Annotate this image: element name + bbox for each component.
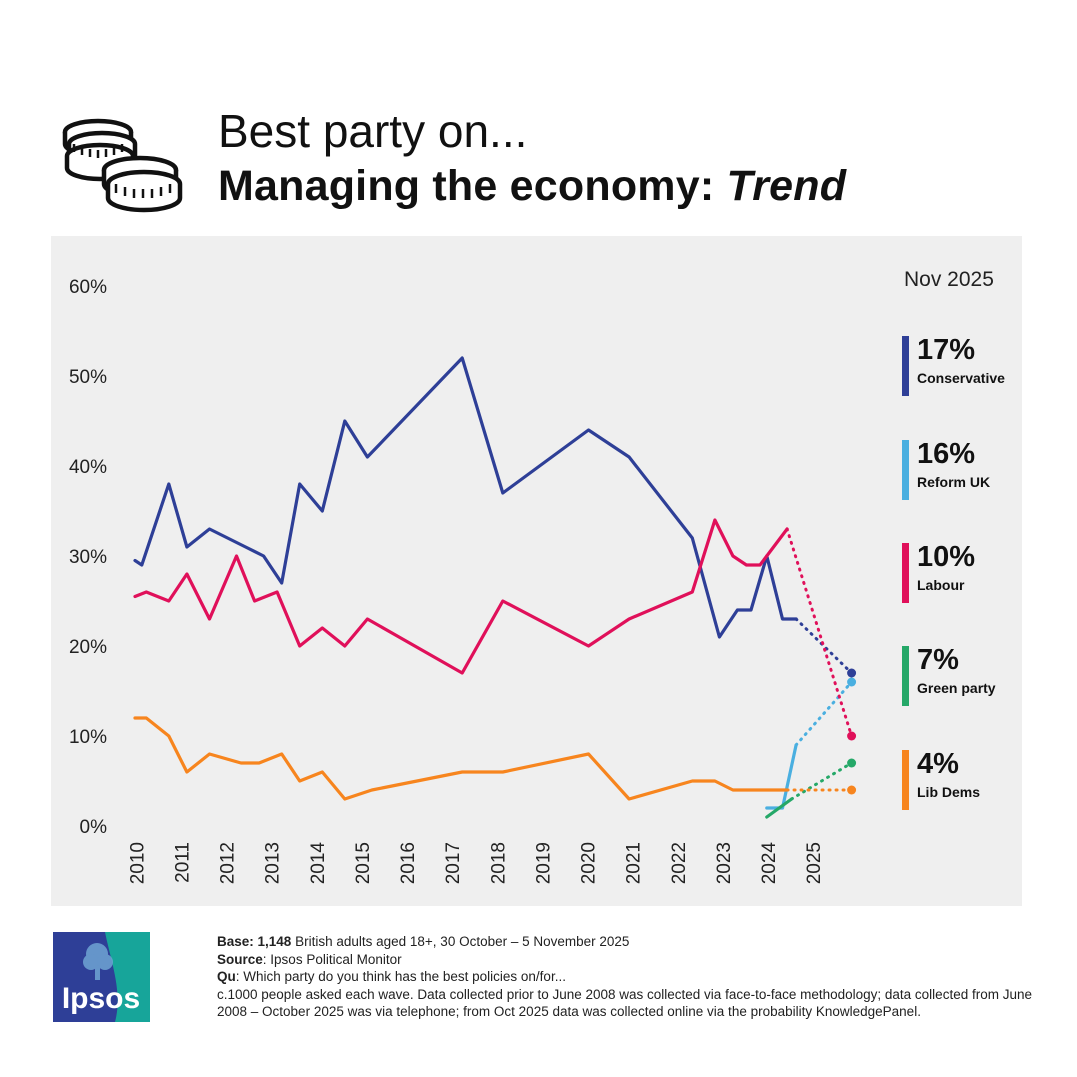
x-tick-label: 2019	[533, 842, 554, 884]
series-line-labour	[133, 518, 789, 675]
y-tick-label: 40%	[69, 457, 107, 478]
series-trend-dotted	[785, 527, 854, 738]
x-tick-group: 2010	[127, 842, 148, 884]
latest-point	[847, 668, 857, 678]
x-tick-label: 2015	[353, 842, 374, 884]
series-trend-dotted	[794, 617, 854, 675]
legend-value: 16%	[917, 438, 976, 470]
legend-value: 17%	[917, 334, 976, 366]
legend-value: 10%	[917, 541, 976, 573]
legend-name: Labour	[917, 577, 965, 593]
series-line-conservative	[133, 356, 798, 639]
series-line-reform-uk	[765, 743, 798, 810]
question-note: Qu: Which party do you think has the bes…	[217, 969, 566, 984]
legend-item: 17% Conservative	[902, 334, 1032, 396]
series-trend-dotted	[790, 761, 854, 801]
x-tick-group: 2019	[533, 842, 554, 884]
legend-color-bar	[902, 336, 909, 396]
x-tick-label: 2016	[398, 842, 419, 884]
legend-name: Lib Dems	[917, 784, 981, 800]
y-tick-label: 60%	[69, 277, 107, 298]
x-tick-label: 2021	[624, 842, 645, 884]
chart-title-emphasis: Trend	[726, 162, 847, 210]
series-line-lib-dems	[133, 716, 789, 801]
x-tick-group: 2023	[714, 842, 735, 884]
y-tick-label: 10%	[69, 727, 107, 748]
latest-point	[847, 731, 857, 741]
y-tick-label: 30%	[69, 547, 107, 568]
y-tick-label: 50%	[69, 367, 107, 388]
x-tick-label: 2011	[172, 842, 193, 883]
legend-item: 10% Labour	[902, 541, 1032, 603]
legend-name: Reform UK	[917, 474, 991, 490]
latest-point	[847, 677, 857, 687]
y-tick-label: 0%	[80, 817, 108, 838]
x-tick-label: 2025	[804, 842, 825, 884]
source-note: Source: Ipsos Political Monitor	[217, 951, 402, 967]
chart-title-line1: Best party on...	[218, 105, 528, 157]
series-line-green-party	[765, 797, 794, 819]
x-tick-label: 2010	[127, 842, 148, 884]
legend-item: 4% Lib Dems	[902, 748, 1032, 810]
x-tick-group: 2018	[488, 842, 509, 884]
series-trend-dotted	[794, 680, 854, 747]
x-tick-label: 2022	[669, 842, 690, 884]
coins-stack-icon	[62, 118, 183, 213]
x-tick-group: 2013	[263, 842, 284, 884]
legend-item: 16% Reform UK	[902, 438, 1032, 500]
x-tick-group: 2021	[624, 842, 645, 884]
x-tick-label: 2024	[759, 842, 780, 885]
chart-panel: 0% 10% 20% 30% 40% 50% 60% 2010 2011 2012 2013 2014…	[51, 236, 1022, 906]
base-note: Base: 1,148 British adults aged 18+, 30 …	[217, 934, 630, 949]
chart-title-main: Managing the economy:	[218, 162, 715, 210]
legend-color-bar	[902, 543, 909, 603]
x-tick-label: 2013	[263, 842, 284, 884]
legend-value: 7%	[917, 644, 959, 676]
x-tick-label: 2017	[443, 842, 464, 884]
legend-name: Green party	[917, 680, 996, 696]
logo-text: Ipsos	[62, 982, 140, 1015]
x-tick-group: 2011	[172, 842, 193, 883]
legend-value: 4%	[917, 748, 959, 780]
legend-name: Conservative	[917, 370, 1005, 386]
x-tick-label: 2018	[488, 842, 509, 884]
legend-color-bar	[902, 646, 909, 706]
x-tick-group: 2024	[759, 842, 780, 885]
legend-color-bar	[902, 440, 909, 500]
x-tick-label: 2023	[714, 842, 735, 884]
x-tick-group: 2016	[398, 842, 419, 884]
x-tick-group: 2020	[579, 842, 600, 884]
x-tick-label: 2020	[579, 842, 600, 884]
x-tick-label: 2014	[308, 842, 329, 885]
line-chart: 0% 10% 20% 30% 40% 50% 60% 2010 2011 2012 2013 2014…	[69, 277, 857, 885]
legend-item: 7% Green party	[902, 644, 1032, 706]
chart-title-line2: Managing the economy: Trend	[218, 162, 846, 211]
x-tick-group: 2015	[353, 842, 374, 884]
chart-notes: Base: 1,148 British adults aged 18+, 30 …	[217, 933, 1037, 1021]
x-tick-group: 2017	[443, 842, 464, 884]
latest-point	[847, 758, 857, 768]
latest-wave-label: Nov 2025	[904, 268, 994, 291]
ipsos-logo: Ipsos	[53, 932, 150, 1022]
x-tick-group: 2012	[218, 842, 239, 884]
latest-point	[847, 785, 857, 795]
methodology-note: c.1000 people asked each wave. Data coll…	[217, 986, 1032, 1020]
x-tick-group: 2022	[669, 842, 690, 884]
y-tick-label: 20%	[69, 637, 107, 658]
x-tick-group: 2014	[308, 842, 329, 885]
x-tick-label: 2012	[218, 842, 239, 884]
x-tick-group: 2025	[804, 842, 825, 884]
legend-color-bar	[902, 750, 909, 810]
